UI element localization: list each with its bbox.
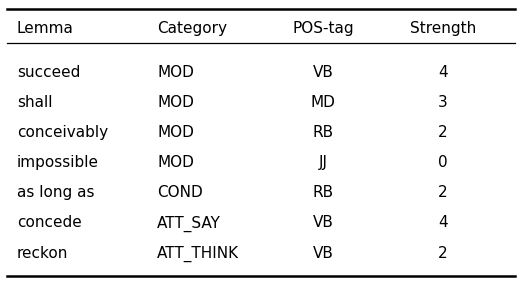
Text: concede: concede (17, 215, 82, 230)
Text: 0: 0 (438, 155, 447, 170)
Text: VB: VB (313, 246, 334, 260)
Text: VB: VB (313, 215, 334, 230)
Text: succeed: succeed (17, 65, 80, 79)
Text: MOD: MOD (157, 155, 194, 170)
Text: 4: 4 (438, 65, 447, 79)
Text: 3: 3 (438, 95, 447, 110)
Text: 2: 2 (438, 185, 447, 200)
Text: impossible: impossible (17, 155, 99, 170)
Text: Strength: Strength (410, 21, 476, 37)
Text: RB: RB (313, 125, 334, 140)
Text: MOD: MOD (157, 95, 194, 110)
Text: shall: shall (17, 95, 53, 110)
Text: POS-tag: POS-tag (292, 21, 354, 37)
Text: ATT_THINK: ATT_THINK (157, 246, 239, 262)
Text: 2: 2 (438, 246, 447, 260)
Text: reckon: reckon (17, 246, 68, 260)
Text: MD: MD (311, 95, 336, 110)
Text: MOD: MOD (157, 65, 194, 79)
Text: VB: VB (313, 65, 334, 79)
Text: RB: RB (313, 185, 334, 200)
Text: 2: 2 (438, 125, 447, 140)
Text: COND: COND (157, 185, 203, 200)
Text: MOD: MOD (157, 125, 194, 140)
Text: ATT_SAY: ATT_SAY (157, 215, 221, 232)
Text: as long as: as long as (17, 185, 94, 200)
Text: 4: 4 (438, 215, 447, 230)
Text: conceivably: conceivably (17, 125, 108, 140)
Text: Lemma: Lemma (17, 21, 74, 37)
Text: Category: Category (157, 21, 227, 37)
Text: JJ: JJ (319, 155, 328, 170)
